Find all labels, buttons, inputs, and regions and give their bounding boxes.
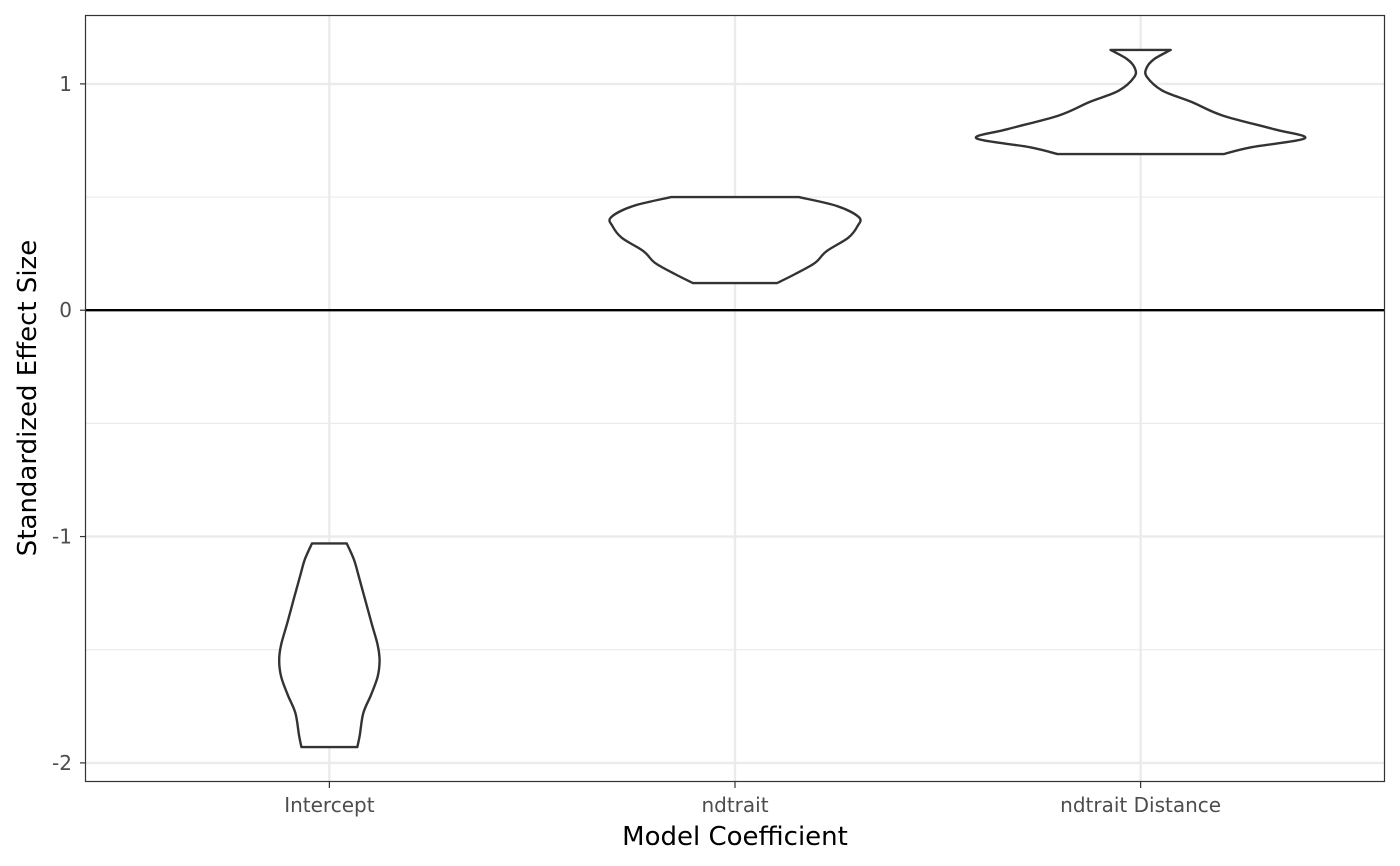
x-tick-label: ndtrait Distance [1060,793,1221,817]
y-axis-title: Standardized Effect Size [13,240,43,556]
x-axis-title: Model Coefficient [622,822,848,852]
y-tick-label: 0 [59,298,72,322]
violin-intercept [277,542,381,749]
y-tick-label: -2 [52,751,72,775]
violin-layer [277,48,1307,749]
y-axis: -2 -1 0 1 [52,72,86,775]
violin-ndtrait-distance [974,48,1307,156]
y-tick-label: -1 [52,525,72,549]
x-tick-label: ndtrait [701,793,768,817]
y-tick-label: 1 [59,72,72,96]
x-axis: Intercept ndtrait ndtrait Distance [284,781,1221,817]
violin-ndtrait [608,195,862,285]
x-tick-label: Intercept [284,793,375,817]
